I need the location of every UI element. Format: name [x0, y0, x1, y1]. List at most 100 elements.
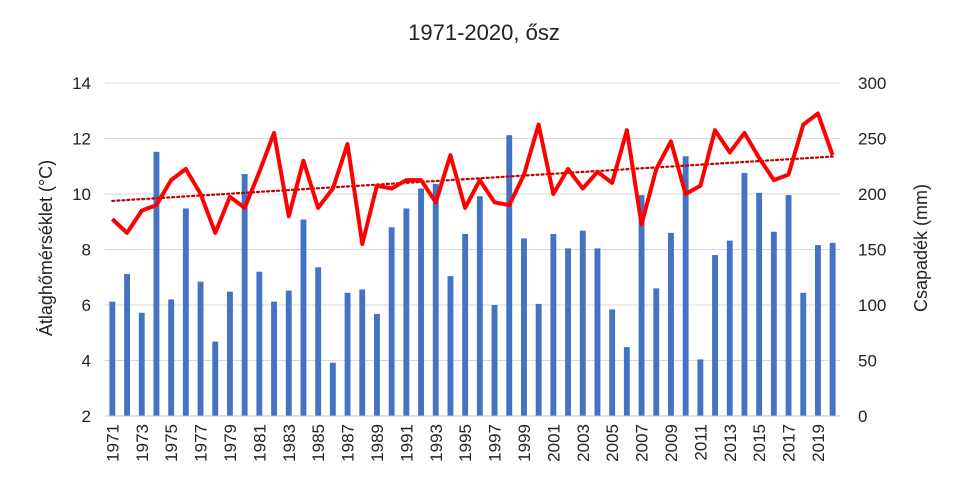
- bar-1993: [432, 184, 439, 416]
- x-tick: 2005: [603, 424, 622, 462]
- bar-1975: [168, 299, 175, 416]
- bar-2020: [829, 242, 836, 416]
- x-tick: 1999: [515, 424, 534, 462]
- y-tick-right: 200: [858, 185, 886, 204]
- temperature-trendline: [111, 155, 834, 203]
- bar-1997: [491, 305, 498, 416]
- x-tick: 2013: [721, 424, 740, 462]
- y-tick-left: 2: [82, 407, 91, 426]
- y-tick-right: 100: [858, 296, 886, 315]
- precipitation-bars: [109, 135, 836, 417]
- x-tick: 2015: [750, 424, 769, 462]
- x-axis: 1971 1973 1975 1977 1979 1981 1983 1985 1987 1989…: [103, 415, 840, 462]
- x-tick: 1983: [280, 424, 299, 462]
- bar-1973: [138, 312, 145, 416]
- y-axis-right-title: Csapadék (mm): [911, 184, 931, 312]
- bar-1979: [227, 291, 233, 416]
- bar-2007: [638, 195, 645, 416]
- x-tick: 1987: [339, 424, 358, 462]
- bar-2018: [800, 292, 807, 416]
- bar-1986: [329, 362, 336, 416]
- x-tick: 1971: [103, 424, 122, 462]
- x-tick: 2019: [809, 424, 828, 462]
- x-tick: 1981: [250, 424, 269, 462]
- bar-1978: [212, 341, 219, 416]
- temperature-series-line: [110, 111, 835, 246]
- y-axis-right: 0 50 100 150 200 250 300: [858, 74, 886, 426]
- bar-2012: [712, 255, 718, 416]
- y-axis-left: 2 4 6 8 10 12 14: [72, 74, 91, 426]
- bar-1991: [403, 208, 410, 416]
- bar-2014: [741, 172, 748, 416]
- bar-1981: [256, 271, 263, 416]
- bar-1980: [241, 174, 248, 416]
- x-tick: 1975: [162, 424, 181, 462]
- bar-1999: [521, 238, 527, 416]
- x-tick: 1993: [427, 424, 446, 462]
- bar-2013: [726, 240, 733, 416]
- x-tick: 1973: [133, 424, 152, 462]
- bar-1971: [109, 301, 116, 416]
- trendline: [111, 155, 834, 203]
- x-tick: 1977: [192, 424, 211, 462]
- x-tick: 1979: [221, 424, 240, 462]
- x-tick: 1985: [309, 424, 328, 462]
- bar-1995: [462, 233, 469, 416]
- y-tick-left: 12: [72, 130, 91, 149]
- bar-1994: [447, 276, 454, 416]
- x-tick: 2007: [633, 424, 652, 462]
- y-tick-left: 14: [72, 74, 91, 93]
- bar-2005: [609, 309, 616, 416]
- y-tick-right: 50: [858, 352, 877, 371]
- y-tick-left: 6: [82, 296, 91, 315]
- bar-1976: [182, 208, 189, 416]
- y-tick-left: 10: [72, 185, 91, 204]
- x-tick: 2017: [780, 424, 799, 462]
- bar-1977: [197, 281, 204, 416]
- bar-2011: [697, 359, 704, 416]
- y-tick-left: 4: [82, 352, 91, 371]
- x-tick: 2003: [574, 424, 593, 462]
- bar-2010: [682, 156, 689, 416]
- bar-1985: [315, 267, 322, 416]
- temperature-line: [110, 111, 835, 246]
- bar-2003: [579, 230, 586, 416]
- bar-2015: [756, 192, 763, 416]
- bar-1996: [476, 196, 483, 416]
- bar-2000: [535, 303, 542, 416]
- y-tick-right: 150: [858, 241, 886, 260]
- bar-2019: [815, 245, 821, 416]
- y-tick-left: 8: [82, 241, 91, 260]
- bar-2002: [565, 248, 571, 416]
- bar-1990: [388, 227, 395, 416]
- x-tick: 1989: [368, 424, 387, 462]
- bar-1972: [124, 273, 130, 416]
- bar-1992: [418, 188, 424, 416]
- y-axis-left-title: Átlaghőmérséklet (°C): [36, 160, 56, 336]
- bar-2017: [785, 195, 792, 416]
- x-tick: 2011: [691, 424, 710, 461]
- bar-2004: [594, 248, 601, 416]
- bar-1983: [285, 290, 292, 416]
- y-tick-right: 300: [858, 74, 886, 93]
- chart-title: 1971-2020, ősz: [408, 20, 560, 45]
- x-tick: 2001: [544, 424, 563, 462]
- bar-1988: [359, 289, 366, 416]
- bar-2009: [668, 232, 674, 416]
- y-tick-right: 250: [858, 130, 886, 149]
- x-tick: 1997: [486, 424, 505, 462]
- y-tick-right: 0: [858, 407, 867, 426]
- bar-2006: [623, 347, 630, 416]
- bar-2008: [653, 288, 660, 416]
- bar-1974: [153, 151, 160, 416]
- bar-1989: [374, 313, 380, 416]
- bar-1998: [506, 135, 513, 417]
- bar-1987: [344, 292, 351, 416]
- x-tick: 2009: [662, 424, 681, 462]
- bar-1982: [271, 301, 277, 416]
- bar-1984: [300, 219, 307, 416]
- x-tick: 1991: [397, 424, 416, 462]
- bar-2001: [550, 233, 557, 416]
